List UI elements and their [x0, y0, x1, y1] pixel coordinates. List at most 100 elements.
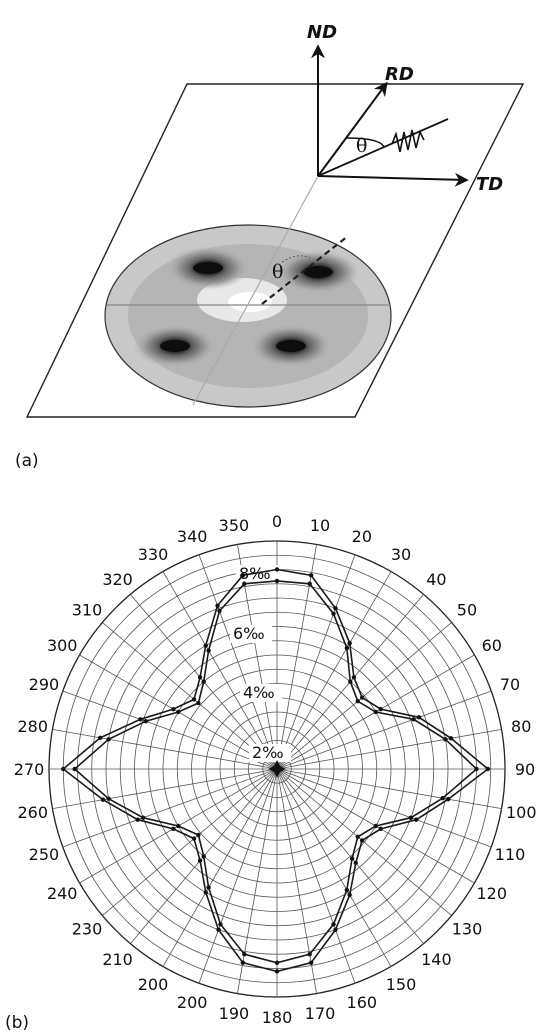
data-point: [215, 603, 219, 607]
data-point: [356, 699, 360, 703]
angle-tick-label: 200: [138, 975, 169, 994]
data-point: [333, 606, 337, 610]
data-point: [347, 641, 351, 645]
angle-tick-label: 20: [352, 527, 372, 546]
data-point: [101, 797, 105, 801]
data-point: [144, 719, 148, 723]
angle-tick-label: 140: [421, 950, 452, 969]
data-point: [374, 710, 378, 714]
td-axis-label: TD: [476, 174, 503, 195]
data-point: [98, 736, 102, 740]
angle-tick-label: 10: [310, 516, 330, 535]
data-point: [218, 922, 222, 926]
data-point: [204, 890, 208, 894]
panel-a-diagram: ND RD TD θ θ: [27, 22, 523, 417]
data-point: [275, 969, 279, 973]
data-point: [414, 817, 418, 821]
angle-tick-label: 90: [515, 760, 535, 779]
data-point: [345, 888, 349, 892]
data-point: [202, 679, 206, 683]
data-point: [106, 796, 110, 800]
data-point: [474, 767, 478, 771]
data-point: [345, 646, 349, 650]
angle-tick-label: 120: [477, 884, 508, 903]
data-point: [378, 827, 382, 831]
data-point: [171, 827, 175, 831]
data-point: [409, 816, 413, 820]
data-point: [309, 573, 313, 577]
data-point: [446, 797, 450, 801]
angle-tick-label: 190: [219, 1004, 250, 1023]
data-point: [176, 824, 180, 828]
angle-tick-label: 60: [482, 636, 502, 655]
data-point: [360, 838, 364, 842]
angle-tick-label: 320: [102, 570, 133, 589]
data-point: [192, 697, 196, 701]
angle-tick-label: 260: [17, 803, 48, 822]
data-point: [440, 796, 444, 800]
data-point: [176, 710, 180, 714]
data-point: [241, 960, 245, 964]
data-point: [360, 695, 364, 699]
radial-tick-label: 4‰: [243, 683, 275, 702]
angle-tick-label: 280: [17, 717, 48, 736]
angle-tick-label: 150: [386, 975, 417, 994]
data-point: [486, 767, 490, 771]
data-point: [204, 643, 208, 647]
data-point: [443, 737, 447, 741]
angle-tick-label: 270: [14, 760, 45, 779]
angle-tick-label: 200: [177, 993, 208, 1012]
data-point: [275, 579, 279, 583]
nd-axis-label: ND: [307, 22, 337, 43]
center-marker: [268, 760, 286, 778]
angle-tick-label: 170: [305, 1004, 336, 1023]
panel-a-label: (a): [15, 451, 39, 471]
data-point: [354, 861, 358, 865]
data-point: [449, 736, 453, 740]
angle-tick-label: 50: [457, 601, 477, 620]
data-point: [331, 922, 335, 926]
polar-chart: 2‰4‰6‰8‰0 1020304050607080901001101201301…: [14, 512, 537, 1027]
rd-axis-label: RD: [385, 64, 414, 85]
angle-tick-label: 40: [426, 570, 446, 589]
angle-tick-label: 110: [495, 845, 526, 864]
data-point: [333, 927, 337, 931]
data-point: [202, 854, 206, 858]
angle-tick-label: 160: [347, 993, 378, 1012]
data-point: [242, 582, 246, 586]
angle-tick-label: 210: [102, 950, 133, 969]
angle-tick-label: 130: [452, 919, 483, 938]
angle-tick-label: 290: [29, 675, 60, 694]
radial-tick-label: 6‰: [233, 624, 265, 643]
data-point: [196, 833, 200, 837]
angle-tick-label: 300: [47, 636, 78, 655]
angle-tick-label: 230: [72, 919, 103, 938]
angle-tick-label: 310: [72, 601, 103, 620]
radial-tick-label: 2‰: [252, 743, 284, 762]
data-point: [275, 567, 279, 571]
data-point: [217, 609, 221, 613]
data-point: [216, 927, 220, 931]
angle-tick-label: 0: [272, 512, 282, 531]
data-point: [106, 737, 110, 741]
angle-tick-label: 180: [262, 1008, 293, 1027]
data-point: [196, 701, 200, 705]
panel-b-label: (b): [5, 1013, 29, 1033]
data-point: [141, 816, 145, 820]
angle-tick-label: 240: [47, 884, 78, 903]
data-point: [307, 582, 311, 586]
angle-tick-label: 350: [219, 516, 250, 535]
data-point: [242, 952, 246, 956]
data-point: [309, 960, 313, 964]
angle-tick-label: 100: [506, 803, 537, 822]
data-point: [241, 573, 245, 577]
data-point: [350, 856, 354, 860]
data-point: [171, 707, 175, 711]
angle-tick-label: 80: [511, 717, 531, 736]
data-point: [136, 817, 140, 821]
angle-tick-label: 340: [177, 527, 208, 546]
theta-label-pole: θ: [272, 261, 283, 283]
data-point: [347, 893, 351, 897]
data-point: [331, 611, 335, 615]
